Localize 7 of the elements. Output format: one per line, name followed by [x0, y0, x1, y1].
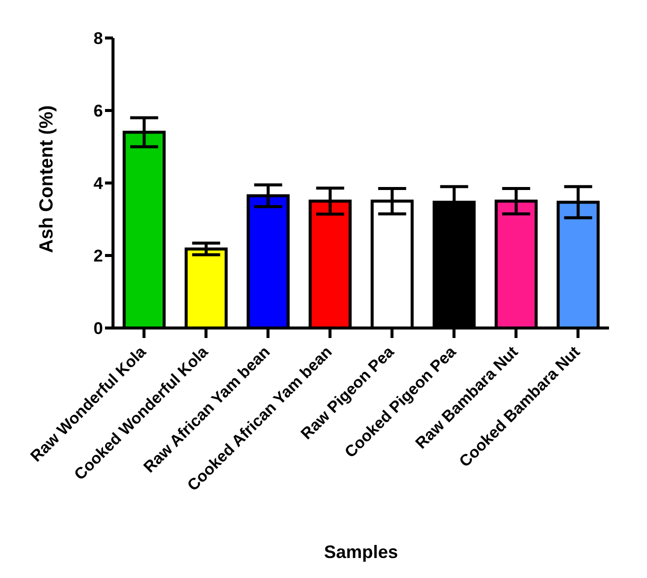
y-tick-label: 4	[94, 174, 104, 194]
y-tick-label: 8	[94, 29, 103, 48]
y-tick-label: 0	[94, 319, 103, 338]
y-tick-label: 6	[94, 102, 103, 121]
x-axis-title: Samples	[324, 542, 398, 562]
y-axis-title: Ash Content (%)	[36, 105, 58, 253]
y-tick-label: 2	[94, 246, 103, 266]
